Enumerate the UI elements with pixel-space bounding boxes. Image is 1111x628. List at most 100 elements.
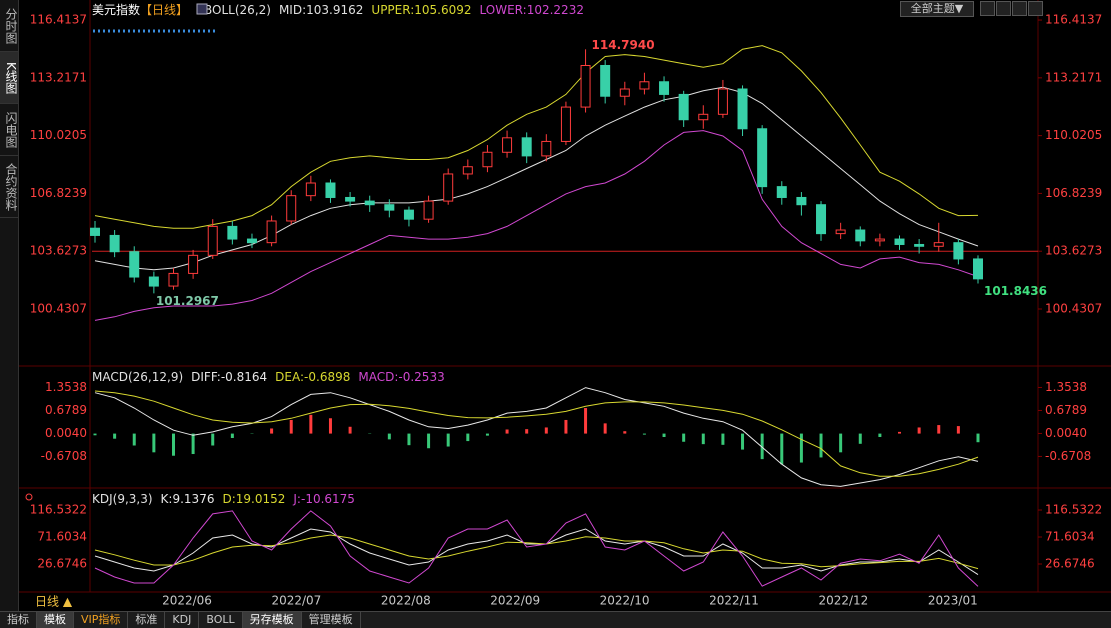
x-tick-label: 2022/08	[381, 594, 431, 608]
legend-value: -0.6898	[304, 370, 350, 384]
sidebar: 分时图 K线图 闪电图 合约资料	[0, 0, 19, 611]
period-label: 【日线】	[140, 3, 188, 17]
sidebar-tab[interactable]: K线图	[0, 52, 18, 104]
candle-body	[855, 229, 866, 242]
period-selector[interactable]: 日线 ▲	[35, 595, 73, 609]
y-tick-label: 103.6273	[1045, 244, 1102, 258]
tab-bar: 指标 模板 VIP指标 标准 KDJ BOLL 另存模板 管理模板	[0, 611, 1111, 628]
y-tick-label: 1.3538	[45, 380, 87, 394]
legend-value: 9.1376	[172, 492, 214, 506]
y-tick-label: 110.0205	[1045, 128, 1102, 142]
candle-body	[207, 225, 218, 256]
legend-value: 19.0152	[236, 492, 286, 506]
candle-body	[953, 242, 964, 260]
theme-selector[interactable]: 全部主题▼	[900, 1, 974, 17]
x-tick-label: 2023/01	[928, 594, 978, 608]
candle-body	[659, 81, 670, 95]
tab[interactable]: BOLL	[199, 612, 243, 628]
y-tick-label: 0.0040	[45, 426, 87, 440]
candle-body	[973, 258, 983, 280]
candle-body	[639, 81, 650, 90]
indicator-line	[94, 510, 979, 587]
legend-name: D:	[222, 492, 235, 506]
indicator-line	[94, 528, 979, 576]
candle-body	[816, 204, 827, 235]
candle-body	[90, 227, 100, 236]
toolbar-icon[interactable]	[980, 1, 995, 16]
candle-body	[835, 229, 846, 235]
toolbar-icon[interactable]	[1012, 1, 1027, 16]
tab[interactable]: KDJ	[165, 612, 200, 628]
sidebar-tab[interactable]: 闪电图	[0, 104, 18, 156]
y-tick-label: 110.0205	[30, 128, 87, 142]
legend-value: -0.2533	[398, 370, 444, 384]
candle-body	[148, 276, 159, 287]
legend-value: 102.2232	[527, 3, 584, 17]
legend-name: J:	[292, 492, 301, 506]
instrument-title: 美元指数	[92, 2, 140, 17]
indicator-line	[94, 390, 979, 477]
y-tick-label: 71.6034	[1045, 530, 1095, 544]
toolbar-icon[interactable]	[1028, 1, 1043, 16]
tab[interactable]: 模板	[37, 612, 74, 628]
candle-body	[796, 196, 807, 206]
tab[interactable]: 另存模板	[242, 612, 302, 628]
sidebar-tab[interactable]: 分时图	[0, 0, 18, 52]
y-tick-label: 103.6273	[30, 244, 87, 258]
y-tick-label: 116.4137	[1045, 13, 1102, 27]
kdj-icon	[25, 493, 33, 501]
tab[interactable]: 管理模板	[302, 612, 361, 628]
legend-name: K:	[161, 492, 173, 506]
legend-value: 103.9162	[306, 3, 363, 17]
candle-body	[246, 238, 257, 244]
y-tick-label: 106.8239	[30, 186, 87, 200]
y-tick-label: 0.0040	[1045, 426, 1087, 440]
y-tick-label: 26.6746	[37, 557, 87, 571]
candle-body	[776, 186, 787, 198]
tab[interactable]: 标准	[128, 612, 166, 628]
candle-body	[423, 200, 434, 220]
candle-body	[403, 209, 414, 220]
y-tick-label: -0.6708	[1045, 449, 1091, 463]
y-tick-label: 113.2171	[30, 70, 87, 84]
indicator-line	[94, 45, 979, 229]
toolbar-icon[interactable]	[996, 1, 1011, 16]
panel-header: MACD(26,12,9) DIFF:-0.8164 DEA:-0.6898 MACD…	[92, 370, 445, 384]
legend-name: DIFF:	[191, 370, 221, 384]
candle-body	[129, 251, 140, 278]
sidebar-tab[interactable]: 合约资料	[0, 156, 18, 218]
y-tick-label: 116.5322	[30, 503, 87, 517]
candle-body	[874, 238, 885, 242]
candle-body	[462, 166, 473, 175]
y-tick-label: 71.6034	[37, 530, 87, 544]
legend-name: LOWER:	[480, 3, 527, 17]
x-tick-label: 2022/09	[490, 594, 540, 608]
candle-body	[914, 243, 925, 247]
y-tick-label: 0.6789	[45, 403, 87, 417]
legend-name: MACD:	[358, 370, 398, 384]
indicator-name: MACD(26,12,9)	[92, 370, 183, 384]
y-tick-label: 26.6746	[1045, 557, 1095, 571]
y-tick-label: 100.4307	[30, 302, 87, 316]
candle-body	[541, 140, 552, 157]
panel-header: KDJ(9,3,3) K:9.1376 D:19.0152 J:-10.6175	[92, 492, 355, 506]
chart: 日线 ▲ 116.4137 116.4137 113.2171 113.2171 110…	[18, 0, 1111, 609]
y-tick-label: 0.6789	[1045, 403, 1087, 417]
candle-body	[717, 88, 728, 115]
candle-body	[443, 173, 454, 202]
candle-body	[168, 272, 179, 287]
candle-body	[502, 137, 513, 153]
candle-body	[933, 242, 944, 247]
tab[interactable]: 指标	[0, 612, 37, 628]
indicator-name: BOLL(26,2)	[204, 3, 271, 17]
tab[interactable]: VIP指标	[74, 612, 129, 628]
price-annotation: 101.8436	[984, 284, 1047, 298]
candle-body	[521, 137, 532, 157]
candle-body	[266, 220, 277, 244]
candle-body	[619, 88, 630, 97]
x-tick-label: 2022/07	[271, 594, 321, 608]
x-tick-label: 2022/12	[818, 594, 868, 608]
legend-name: MID:	[279, 3, 306, 17]
candle-body	[894, 238, 905, 245]
